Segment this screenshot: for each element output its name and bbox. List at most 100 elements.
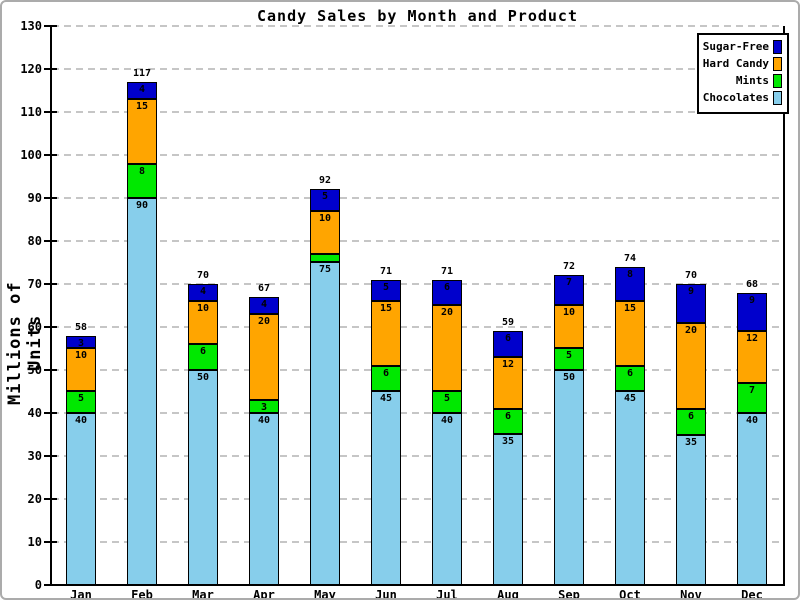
- gridline-30: [52, 455, 784, 457]
- y-tick-label-50: 50: [27, 363, 42, 377]
- bar-mar: 50 6 10 4: [188, 284, 218, 585]
- y-tick-label-110: 110: [20, 105, 42, 119]
- gridline-100: [52, 154, 784, 156]
- gridline-110: [52, 111, 784, 113]
- bar-total-label: 72: [562, 261, 576, 273]
- segment-value-label: 9: [687, 286, 695, 298]
- bar-segment-hard-candy: 10: [66, 348, 96, 392]
- segment-value-label: 7: [748, 384, 756, 396]
- bar-segment-chocolates: 45: [615, 391, 645, 585]
- segment-value-label: 40: [257, 414, 271, 426]
- gridline-80: [52, 240, 784, 242]
- segment-value-label: 45: [623, 393, 637, 405]
- gridline-130: [52, 25, 784, 27]
- legend-item-chocolates: Chocolates: [703, 89, 782, 106]
- bar-segment-chocolates: 40: [432, 412, 462, 585]
- segment-value-label: 10: [74, 350, 88, 362]
- segment-value-label: 75: [318, 264, 332, 276]
- bar-segment-chocolates: 40: [737, 412, 767, 585]
- x-tick-label-apr: Apr: [253, 588, 275, 600]
- bar-segment-hard-candy: 15: [371, 301, 401, 366]
- legend-item-hard-candy: Hard Candy: [703, 55, 782, 72]
- bar-segment-hard-candy: 10: [310, 210, 340, 254]
- segment-value-label: 6: [504, 333, 512, 345]
- bar-segment-hard-candy: 15: [615, 301, 645, 366]
- bar-segment-hard-candy: 12: [737, 331, 767, 383]
- bar-total-label: 71: [440, 265, 454, 277]
- y-tick-label-10: 10: [27, 535, 42, 549]
- bar-segment-mints: 6: [615, 365, 645, 392]
- x-tick-label-aug: Aug: [497, 588, 519, 600]
- segment-value-label: 12: [501, 359, 515, 371]
- legend-swatch-chocolates: [773, 90, 782, 105]
- segment-value-label: 6: [199, 346, 207, 358]
- segment-value-label: 50: [562, 371, 576, 383]
- segment-value-label: 20: [440, 307, 454, 319]
- x-tick-label-jan: Jan: [70, 588, 92, 600]
- segment-value-label: 45: [379, 393, 393, 405]
- x-tick-label-oct: Oct: [619, 588, 641, 600]
- x-tick-label-jul: Jul: [436, 588, 458, 600]
- bar-total-label: 59: [501, 317, 515, 329]
- bar-total-label: 92: [318, 175, 332, 187]
- segment-value-label: 3: [77, 337, 85, 349]
- right-border-line: [783, 26, 785, 586]
- bar-aug: 35 6 12 6: [493, 331, 523, 585]
- y-tick-label-60: 60: [27, 320, 42, 334]
- bar-segment-sugar-free: 4: [249, 296, 279, 315]
- bar-segment-mints: [310, 253, 340, 263]
- segment-value-label: 5: [443, 393, 451, 405]
- x-tick-label-nov: Nov: [680, 588, 702, 600]
- segment-value-label: 15: [623, 303, 637, 315]
- bar-segment-hard-candy: 10: [554, 305, 584, 349]
- bar-segment-hard-candy: 12: [493, 357, 523, 409]
- bar-segment-mints: 5: [432, 391, 462, 413]
- bar-segment-mints: 8: [127, 163, 157, 198]
- x-tick-label-dec: Dec: [741, 588, 763, 600]
- segment-value-label: 6: [626, 367, 634, 379]
- bar-jul: 40 5 20 6: [432, 279, 462, 585]
- bar-segment-chocolates: 45: [371, 391, 401, 585]
- legend-swatch-sugar-free: [773, 39, 782, 54]
- segment-value-label: 6: [504, 410, 512, 422]
- bar-segment-chocolates: 50: [188, 370, 218, 585]
- segment-value-label: 40: [440, 414, 454, 426]
- y-tick-label-120: 120: [20, 62, 42, 76]
- bar-segment-mints: 6: [493, 408, 523, 435]
- bar-jan: 40 5 10 3: [66, 335, 96, 585]
- bar-segment-sugar-free: 9: [676, 284, 706, 323]
- segment-value-label: 20: [684, 324, 698, 336]
- bar-total-label: 70: [196, 270, 210, 281]
- gridline-20: [52, 498, 784, 500]
- segment-value-label: 7: [565, 277, 573, 289]
- y-tick-label-40: 40: [27, 406, 42, 420]
- segment-value-label: 15: [135, 101, 149, 113]
- bar-segment-mints: 6: [371, 365, 401, 392]
- bar-jun: 45 6 15 5: [371, 279, 401, 585]
- segment-value-label: 6: [687, 410, 695, 422]
- segment-value-label: 10: [562, 307, 576, 319]
- bar-segment-chocolates: 75: [310, 262, 340, 585]
- bar-segment-hard-candy: 20: [432, 305, 462, 392]
- y-tick-label-90: 90: [27, 191, 42, 205]
- segment-value-label: 40: [74, 414, 88, 426]
- bar-segment-hard-candy: 20: [249, 314, 279, 401]
- bar-segment-sugar-free: 7: [554, 275, 584, 306]
- bar-segment-sugar-free: 6: [493, 331, 523, 358]
- y-tick-label-0: 0: [34, 578, 42, 592]
- segment-value-label: 8: [626, 268, 634, 280]
- bar-segment-sugar-free: 4: [188, 284, 218, 302]
- segment-value-label: 8: [138, 165, 146, 177]
- segment-value-label: 10: [318, 212, 332, 224]
- bar-feb: 90 8 15 4: [127, 81, 157, 585]
- bar-segment-mints: 6: [676, 408, 706, 435]
- segment-value-label: 9: [748, 294, 756, 306]
- y-axis-line: [50, 26, 52, 586]
- x-tick-label-mar: Mar: [192, 588, 214, 600]
- segment-value-label: 5: [382, 281, 390, 293]
- legend-label: Hard Candy: [702, 57, 769, 70]
- bar-segment-sugar-free: 8: [615, 266, 645, 302]
- bar-segment-sugar-free: 5: [310, 189, 340, 211]
- gridline-90: [52, 197, 784, 199]
